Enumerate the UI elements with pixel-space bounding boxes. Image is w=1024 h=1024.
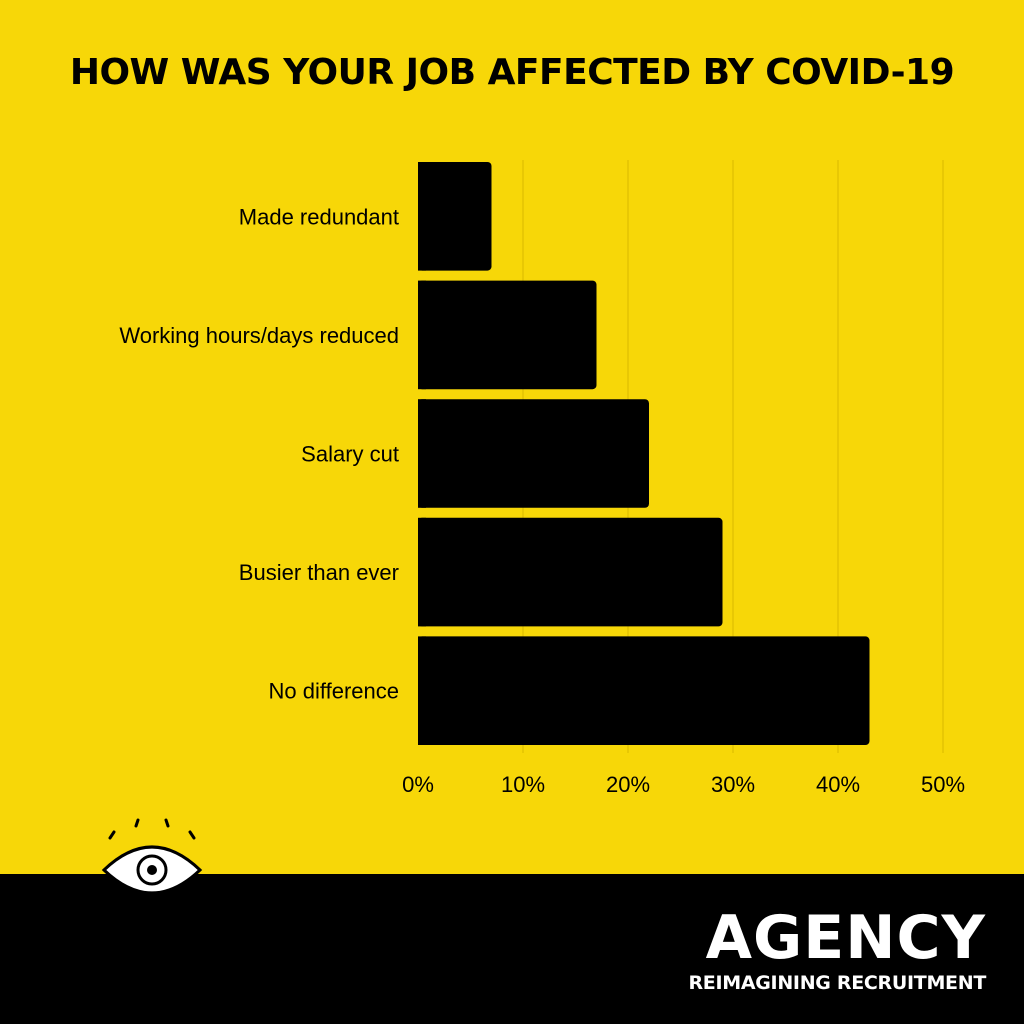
category-label: No difference [269,679,399,704]
chart-title: HOW WAS YOUR JOB AFFECTED BY COVID-19 [69,52,955,93]
bar [418,636,870,745]
brand-name: AGENCY [705,903,986,973]
footer-bar [0,874,1024,1024]
category-label: Made redundant [239,204,399,229]
bar-base [418,162,426,271]
category-label: Salary cut [301,442,399,467]
bar-base [418,636,426,745]
bar [418,162,492,271]
x-tick-label: 40% [816,772,860,797]
x-tick-label: 30% [711,772,755,797]
bar [418,399,649,508]
bar-chart: 0% 10% 20% 30% 40% 50% Made redundant Working h… [119,160,965,797]
eye-icon [94,812,210,897]
bar-base [418,517,426,627]
x-tick-label: 10% [501,772,545,797]
category-label: Working hours/days reduced [119,323,399,348]
brand-logo: AGENCY REIMAGINING RECRUITMENT [688,908,986,994]
category-label: Busier than ever [239,560,399,585]
x-tick-label: 50% [921,772,965,797]
x-tick-label: 20% [606,772,650,797]
bar-base [418,280,426,390]
x-tick-label: 0% [402,772,434,797]
bar-base [418,399,426,508]
brand-tagline: REIMAGINING RECRUITMENT [688,972,986,994]
bar [418,280,597,390]
bar [418,517,723,627]
